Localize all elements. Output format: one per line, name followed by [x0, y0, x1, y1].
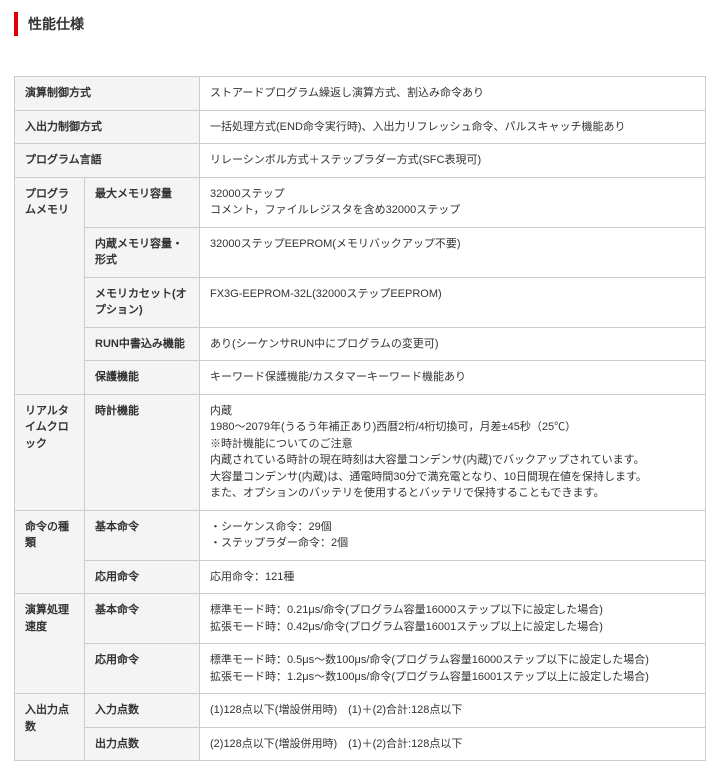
table-row: 出力点数(2)128点以下(増設併用時) (1)＋(2)合計:128点以下	[15, 727, 706, 761]
table-row: 内蔵メモリ容量・形式32000ステップEEPROM(メモリバックアップ不要)	[15, 227, 706, 277]
table-row: 命令の種類基本命令・シーケンス命令：29個・ステップラダー命令：2個	[15, 510, 706, 560]
table-row: 応用命令標準モード時：0.5μs～数100μs/命令(プログラム容量16000ス…	[15, 644, 706, 694]
table-row: メモリカセット(オプション)FX3G-EEPROM-32L(32000ステップE…	[15, 277, 706, 327]
table-row: 演算処理速度基本命令標準モード時：0.21μs/命令(プログラム容量16000ス…	[15, 594, 706, 644]
row-value: FX3G-EEPROM-32L(32000ステップEEPROM)	[200, 277, 706, 327]
sub-label: メモリカセット(オプション)	[85, 277, 200, 327]
row-value: 標準モード時：0.21μs/命令(プログラム容量16000ステップ以下に設定した…	[200, 594, 706, 644]
spec-table: 演算制御方式ストアードプログラム繰返し演算方式、割込み命令あり入出力制御方式一括…	[14, 76, 706, 761]
sub-label: 基本命令	[85, 594, 200, 644]
row-label: 演算制御方式	[15, 77, 200, 111]
table-row: RUN中書込み機能あり(シーケンサRUN中にプログラムの変更可)	[15, 327, 706, 361]
group-label: プログラムメモリ	[15, 177, 85, 394]
group-label: リアルタイムクロック	[15, 394, 85, 510]
row-label: 入出力制御方式	[15, 110, 200, 144]
row-value: リレーシンボル方式＋ステップラダー方式(SFC表現可)	[200, 144, 706, 178]
sub-label: 保護機能	[85, 361, 200, 395]
group-label: 入出力点数	[15, 694, 85, 761]
sub-label: 応用命令	[85, 560, 200, 594]
group-label: 命令の種類	[15, 510, 85, 594]
table-row: 保護機能キーワード保護機能/カスタマーキーワード機能あり	[15, 361, 706, 395]
row-value: 内蔵1980～2079年(うるう年補正あり)西暦2桁/4桁切換可，月差±45秒（…	[200, 394, 706, 510]
sub-label: 入力点数	[85, 694, 200, 728]
section-title: 性能仕様	[14, 12, 706, 36]
group-label: 演算処理速度	[15, 594, 85, 694]
row-value: あり(シーケンサRUN中にプログラムの変更可)	[200, 327, 706, 361]
row-value: キーワード保護機能/カスタマーキーワード機能あり	[200, 361, 706, 395]
table-row: 演算制御方式ストアードプログラム繰返し演算方式、割込み命令あり	[15, 77, 706, 111]
row-value: ・シーケンス命令：29個・ステップラダー命令：2個	[200, 510, 706, 560]
row-label: プログラム言語	[15, 144, 200, 178]
sub-label: 最大メモリ容量	[85, 177, 200, 227]
row-value: ストアードプログラム繰返し演算方式、割込み命令あり	[200, 77, 706, 111]
table-row: 応用命令応用命令：121種	[15, 560, 706, 594]
row-value: 標準モード時：0.5μs～数100μs/命令(プログラム容量16000ステップ以…	[200, 644, 706, 694]
sub-label: RUN中書込み機能	[85, 327, 200, 361]
row-value: (2)128点以下(増設併用時) (1)＋(2)合計:128点以下	[200, 727, 706, 761]
sub-label: 基本命令	[85, 510, 200, 560]
row-value: (1)128点以下(増設併用時) (1)＋(2)合計:128点以下	[200, 694, 706, 728]
table-row: リアルタイムクロック時計機能内蔵1980～2079年(うるう年補正あり)西暦2桁…	[15, 394, 706, 510]
row-value: 32000ステップコメント，ファイルレジスタを含め32000ステップ	[200, 177, 706, 227]
row-value: 一括処理方式(END命令実行時)、入出力リフレッシュ命令、パルスキャッチ機能あり	[200, 110, 706, 144]
sub-label: 時計機能	[85, 394, 200, 510]
row-value: 応用命令：121種	[200, 560, 706, 594]
sub-label: 応用命令	[85, 644, 200, 694]
table-row: プログラムメモリ最大メモリ容量32000ステップコメント，ファイルレジスタを含め…	[15, 177, 706, 227]
sub-label: 内蔵メモリ容量・形式	[85, 227, 200, 277]
table-row: 入出力点数入力点数(1)128点以下(増設併用時) (1)＋(2)合計:128点…	[15, 694, 706, 728]
table-row: 入出力制御方式一括処理方式(END命令実行時)、入出力リフレッシュ命令、パルスキ…	[15, 110, 706, 144]
table-row: プログラム言語リレーシンボル方式＋ステップラダー方式(SFC表現可)	[15, 144, 706, 178]
sub-label: 出力点数	[85, 727, 200, 761]
row-value: 32000ステップEEPROM(メモリバックアップ不要)	[200, 227, 706, 277]
